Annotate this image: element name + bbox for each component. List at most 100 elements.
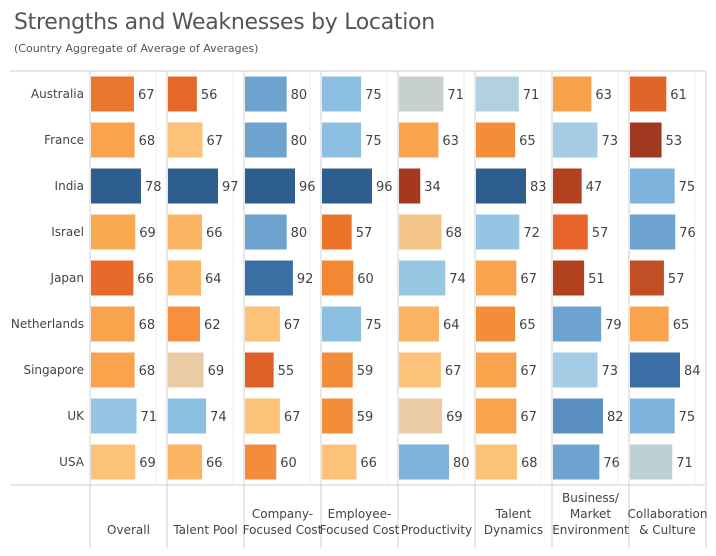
bar	[168, 444, 203, 480]
bar	[91, 444, 136, 480]
row-label: Japan	[50, 271, 84, 285]
data-label: 67	[284, 410, 301, 425]
bar	[399, 352, 441, 388]
data-label: 75	[679, 180, 696, 195]
data-label: 68	[139, 134, 156, 149]
bar	[322, 122, 362, 158]
bar	[245, 444, 277, 480]
bar	[630, 76, 667, 112]
bar	[476, 306, 516, 342]
row-label: India	[55, 179, 84, 193]
bar	[322, 76, 362, 112]
row-label: France	[44, 133, 84, 147]
data-label: 47	[586, 180, 603, 195]
bar	[630, 260, 664, 296]
bar	[553, 306, 602, 342]
bar	[476, 76, 519, 112]
bar	[630, 214, 676, 250]
data-label: 74	[449, 272, 466, 287]
data-label: 67	[138, 88, 155, 103]
bar	[91, 352, 135, 388]
bar	[91, 168, 141, 204]
data-label: 84	[684, 364, 701, 379]
bar	[245, 352, 274, 388]
bar	[476, 214, 520, 250]
data-label: 60	[357, 272, 374, 287]
data-label: 80	[291, 226, 308, 241]
bar	[91, 398, 137, 434]
bar	[399, 122, 439, 158]
bar	[476, 122, 516, 158]
bar	[245, 306, 280, 342]
bar	[476, 260, 517, 296]
chart-title: Strengths and Weaknesses by Location	[14, 10, 435, 35]
bar	[476, 168, 526, 204]
data-label: 67	[520, 410, 537, 425]
bar	[399, 76, 444, 112]
data-label: 75	[365, 318, 382, 333]
bar	[476, 444, 517, 480]
data-label: 72	[523, 226, 540, 241]
data-label: 69	[446, 410, 463, 425]
bar	[168, 398, 207, 434]
bar	[322, 168, 372, 204]
row-label: UK	[67, 409, 85, 423]
data-label: 97	[222, 180, 239, 195]
column-header: Employee-	[328, 507, 392, 521]
column-header: Productivity	[401, 523, 472, 537]
data-label: 69	[139, 226, 156, 241]
data-label: 64	[205, 272, 222, 287]
data-label: 59	[357, 410, 374, 425]
bar	[322, 260, 354, 296]
data-label: 68	[139, 364, 156, 379]
data-label: 68	[446, 226, 463, 241]
data-label: 59	[357, 364, 374, 379]
data-label: 63	[442, 134, 459, 149]
data-label: 60	[280, 456, 297, 471]
data-label: 68	[521, 456, 538, 471]
bar	[399, 444, 449, 480]
bar	[399, 214, 442, 250]
data-label: 69	[208, 364, 225, 379]
data-label: 76	[679, 226, 696, 241]
bar	[322, 398, 353, 434]
bar	[322, 214, 352, 250]
bar	[91, 122, 135, 158]
bar	[399, 168, 421, 204]
data-label: 80	[453, 456, 470, 471]
bar	[322, 306, 362, 342]
bar	[399, 398, 443, 434]
bar	[553, 214, 588, 250]
bar	[245, 260, 293, 296]
data-label: 96	[299, 180, 316, 195]
row-label: Australia	[31, 87, 84, 101]
data-label: 71	[523, 88, 540, 103]
column-header: Dynamics	[484, 523, 543, 537]
column-header: Overall	[107, 523, 150, 537]
bar	[476, 352, 517, 388]
data-label: 64	[443, 318, 460, 333]
data-label: 74	[210, 410, 227, 425]
bar	[168, 306, 200, 342]
data-label: 57	[356, 226, 373, 241]
data-label: 56	[201, 88, 218, 103]
bar	[553, 168, 582, 204]
bar	[168, 214, 203, 250]
bar	[553, 76, 592, 112]
bar	[168, 352, 204, 388]
column-header: Talent Pool	[172, 523, 237, 537]
column-header: Focused Cost	[243, 523, 323, 537]
bar	[91, 214, 136, 250]
data-label: 96	[376, 180, 393, 195]
data-label: 79	[605, 318, 622, 333]
bar	[168, 76, 197, 112]
data-label: 80	[291, 88, 308, 103]
bar	[322, 444, 357, 480]
data-label: 67	[445, 364, 462, 379]
data-label: 73	[602, 364, 619, 379]
data-label: 57	[592, 226, 609, 241]
data-label: 75	[365, 88, 382, 103]
bar	[91, 260, 134, 296]
data-label: 75	[365, 134, 382, 149]
column-header: Market	[570, 507, 612, 521]
